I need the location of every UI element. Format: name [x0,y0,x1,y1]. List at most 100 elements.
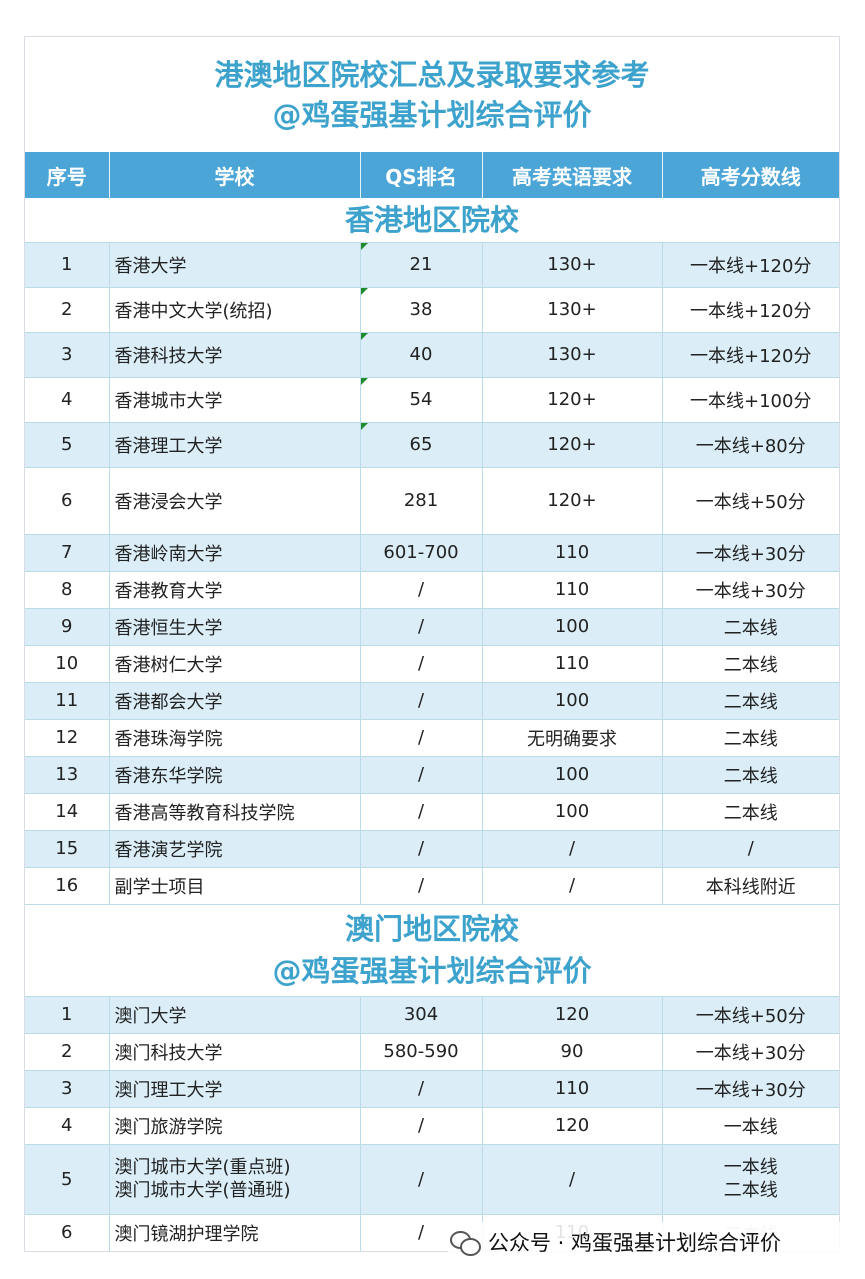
cell-no: 1 [25,242,110,288]
table-row: 2 澳门科技大学 580-590 90 一本线+30分 [25,1033,839,1071]
title-block: 港澳地区院校汇总及录取要求参考 @鸡蛋强基计划综合评价 [25,37,839,152]
cell-qs: / [360,1144,483,1215]
section-title-hk: 香港地区院校 [25,198,839,243]
cell-school: 香港科技大学 [109,332,361,378]
cell-qs-text: 54 [409,389,433,410]
cell-qs: 21 [360,242,483,288]
cell-no: 5 [25,422,110,468]
cell-no: 8 [25,571,110,609]
cell-english: 120 [482,996,663,1034]
cell-school: 香港中文大学(统招) [109,287,361,333]
cell-english: 120+ [482,467,663,535]
cell-score: 一本线+100分 [662,377,839,423]
cell-score: 本科线附近 [662,867,839,905]
cell-score-line: 二本线 [723,1180,778,1201]
cell-english: 120 [482,1107,663,1145]
header-qs: QS排名 [360,152,483,198]
cell-score: 一本线+50分 [662,996,839,1034]
cell-no: 16 [25,867,110,905]
cell-school: 副学士项目 [109,867,361,905]
cell-qs: / [360,793,483,831]
table-row: 12 香港珠海学院 / 无明确要求 二本线 [25,719,839,757]
cell-qs: / [360,645,483,683]
cell-english: 120+ [482,377,663,423]
cell-qs: 601-700 [360,534,483,572]
table-row: 5 香港理工大学 65 120+ 一本线+80分 [25,422,839,468]
table-row: 8 香港教育大学 / 110 一本线+30分 [25,571,839,609]
wechat-icon [448,1228,482,1256]
cell-score: 二本线 [662,793,839,831]
cell-score: 二本线 [662,608,839,646]
table-row: 6 香港浸会大学 281 120+ 一本线+50分 [25,467,839,535]
cell-english: 无明确要求 [482,719,663,757]
cell-school: 香港大学 [109,242,361,288]
cell-qs: 580-590 [360,1033,483,1071]
cell-no: 11 [25,682,110,720]
cell-english: 120+ [482,422,663,468]
comment-marker [360,242,368,250]
cell-qs: / [360,1070,483,1108]
cell-no: 12 [25,719,110,757]
cell-english: / [482,830,663,868]
cell-no: 3 [25,332,110,378]
table-row: 15 香港演艺学院 / / / [25,830,839,868]
cell-english: 100 [482,793,663,831]
cell-qs: / [360,719,483,757]
section-row-mo: 澳门地区院校 @鸡蛋强基计划综合评价 [25,904,839,997]
cell-english: 100 [482,756,663,794]
table-row: 1 澳门大学 304 120 一本线+50分 [25,996,839,1034]
page-title: 港澳地区院校汇总及录取要求参考 [214,57,650,92]
cell-qs: / [360,682,483,720]
table-row: 2 香港中文大学(统招) 38 130+ 一本线+120分 [25,287,839,333]
cell-english: / [482,1144,663,1215]
section-subtitle-mo: @鸡蛋强基计划综合评价 [272,954,592,988]
cell-no: 4 [25,377,110,423]
cell-score: 一本线+120分 [662,332,839,378]
admission-table-sheet: 港澳地区院校汇总及录取要求参考 @鸡蛋强基计划综合评价 序号 学校 QS排名 高… [24,36,840,1252]
cell-no: 1 [25,996,110,1034]
cell-score: 一本线 二本线 [662,1144,839,1215]
header-english: 高考英语要求 [482,152,663,198]
table-row: 5 澳门城市大学(重点班) 澳门城市大学(普通班) / / 一本线 二本线 [25,1144,839,1215]
section-row-hk: 香港地区院校 [25,198,839,243]
cell-no: 10 [25,645,110,683]
cell-no: 2 [25,1033,110,1071]
cell-no: 15 [25,830,110,868]
cell-school-line: 澳门城市大学(重点班) [114,1157,291,1178]
cell-no: 5 [25,1144,110,1215]
cell-english: 110 [482,534,663,572]
cell-score: 一本线+30分 [662,571,839,609]
cell-english: 100 [482,682,663,720]
section-title-mo: 澳门地区院校 [344,912,519,946]
cell-score: 二本线 [662,645,839,683]
cell-english: / [482,867,663,905]
cell-qs-text: 65 [409,434,433,455]
table-row: 1 香港大学 21 130+ 一本线+120分 [25,242,839,288]
header-no: 序号 [25,152,110,198]
table-row: 16 副学士项目 / / 本科线附近 [25,867,839,905]
cell-school: 澳门科技大学 [109,1033,361,1071]
cell-school: 香港城市大学 [109,377,361,423]
cell-no: 7 [25,534,110,572]
cell-no: 4 [25,1107,110,1145]
cell-no: 2 [25,287,110,333]
cell-score: 二本线 [662,719,839,757]
comment-marker [360,332,368,340]
cell-score: 二本线 [662,682,839,720]
cell-no: 3 [25,1070,110,1108]
cell-school: 澳门旅游学院 [109,1107,361,1145]
cell-qs: / [360,608,483,646]
cell-score: 一本线+30分 [662,1033,839,1071]
comment-marker [360,287,368,295]
cell-score-line: 一本线 [723,1157,778,1178]
cell-score: 一本线+80分 [662,422,839,468]
table-row: 4 香港城市大学 54 120+ 一本线+100分 [25,377,839,423]
cell-school-line: 澳门城市大学(普通班) [114,1180,291,1201]
cell-qs: 38 [360,287,483,333]
comment-marker [360,377,368,385]
watermark: 公众号 · 鸡蛋强基计划综合评价 [448,1222,848,1262]
cell-qs-text: 21 [409,254,433,275]
cell-school: 香港理工大学 [109,422,361,468]
cell-qs: 65 [360,422,483,468]
cell-english: 130+ [482,287,663,333]
